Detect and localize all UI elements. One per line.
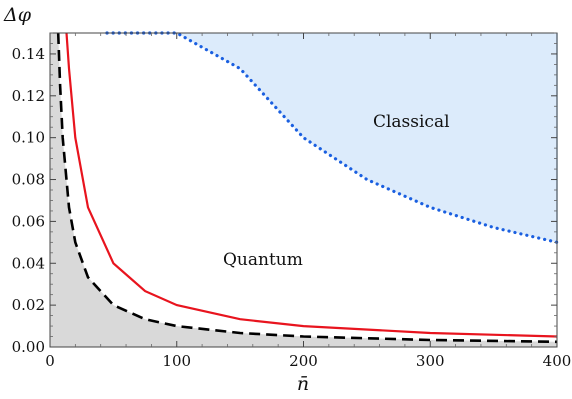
y-axis-label: Δφ xyxy=(3,4,32,26)
x-tick-label: 100 xyxy=(162,352,191,370)
y-tick-label: 0.04 xyxy=(12,254,45,272)
region-label-classical: Classical xyxy=(373,112,450,132)
tick-labels: 0 100 200 300 400 0.00 0.02 0.04 0.06 0.08 0.10 0.1… xyxy=(12,45,572,370)
x-axis-label: n̄ xyxy=(297,373,309,395)
x-tick-label: 200 xyxy=(289,352,318,370)
plot-area xyxy=(50,31,559,347)
y-tick-label: 0.10 xyxy=(12,129,45,147)
classical-region-fill xyxy=(107,33,557,243)
x-tick-label: 0 xyxy=(45,352,55,370)
ticks xyxy=(49,32,558,348)
quantum-limit-region-fill xyxy=(50,33,557,347)
y-tick-label: 0.12 xyxy=(12,87,45,105)
series-layer xyxy=(56,31,559,344)
series-line-dotted xyxy=(105,31,559,244)
y-tick-label: 0.14 xyxy=(12,45,45,63)
series-line-dashed xyxy=(56,32,558,344)
region-label-quantum: Quantum xyxy=(223,250,303,270)
x-tick-label: 400 xyxy=(543,352,572,370)
y-tick-label: 0.00 xyxy=(12,338,45,356)
y-tick-label: 0.06 xyxy=(12,212,45,230)
y-tick-label: 0.08 xyxy=(12,171,45,189)
axes: 0 100 200 300 400 0.00 0.02 0.04 0.06 0.08 0.10 0.1… xyxy=(12,32,572,370)
y-tick-label: 0.02 xyxy=(12,296,45,314)
series-line-solid xyxy=(65,32,558,338)
x-tick-label: 300 xyxy=(416,352,445,370)
